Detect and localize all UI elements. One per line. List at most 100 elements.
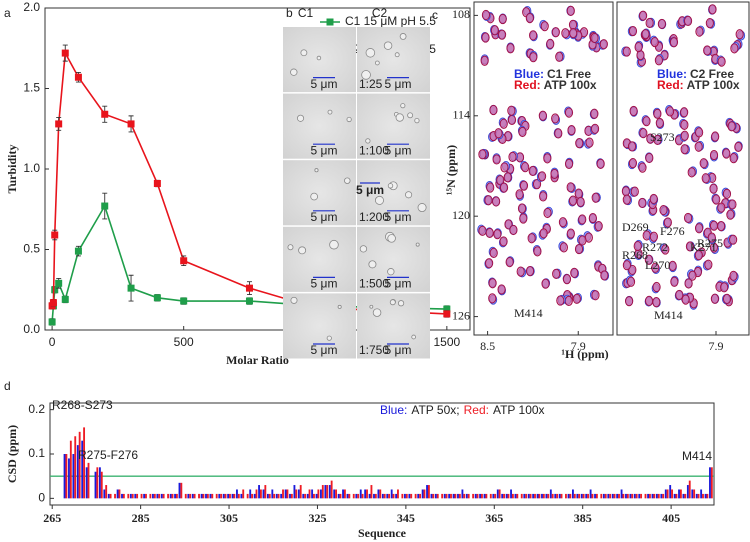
- peak-atp: [566, 182, 575, 193]
- bar: [299, 485, 302, 499]
- bar: [78, 431, 81, 499]
- peak-atp: [650, 36, 659, 48]
- plot-frame: [49, 402, 715, 506]
- droplet: [365, 138, 371, 144]
- peak-atp: [528, 165, 537, 177]
- x-tick-label: 500: [174, 335, 194, 349]
- x-tick-label: 345: [397, 511, 415, 525]
- marker: [51, 286, 59, 294]
- peak-atp: [708, 4, 717, 15]
- peak-atp: [533, 246, 542, 257]
- bar: [616, 493, 619, 499]
- bar: [237, 493, 240, 499]
- bar: [87, 462, 90, 499]
- peak-atp: [543, 153, 552, 164]
- bar: [483, 493, 486, 499]
- bar: [448, 493, 451, 499]
- peak-atp: [591, 290, 600, 301]
- bar: [432, 493, 435, 499]
- bar: [669, 485, 672, 499]
- bar: [240, 493, 243, 499]
- peak-atp: [705, 18, 714, 29]
- peak-atp: [492, 196, 501, 207]
- micrograph: [283, 226, 356, 292]
- bar: [162, 493, 165, 499]
- bar: [357, 493, 360, 499]
- peak-atp: [505, 257, 514, 268]
- bar: [295, 489, 298, 499]
- legend-prefix: Blue:: [657, 67, 687, 81]
- droplet: [368, 260, 377, 269]
- droplet: [316, 55, 322, 61]
- bar: [259, 489, 262, 499]
- bar: [682, 493, 685, 499]
- bar: [218, 493, 221, 499]
- peak-atp: [622, 194, 631, 205]
- residue-label: R268: [622, 248, 648, 262]
- droplet: [300, 49, 308, 57]
- legend-prefix: Red:: [464, 403, 489, 417]
- peak-atp: [694, 223, 704, 234]
- bar: [374, 493, 377, 499]
- bar: [709, 467, 711, 499]
- peak-atp: [649, 193, 658, 205]
- peak-atp: [729, 153, 738, 164]
- bar: [631, 493, 634, 499]
- bar: [72, 454, 75, 499]
- bar: [678, 489, 680, 499]
- bar: [534, 493, 536, 499]
- residue-label: M414: [654, 308, 683, 322]
- bar: [536, 493, 539, 499]
- bar: [644, 493, 647, 499]
- y-tick-label: 114: [452, 108, 470, 122]
- droplet: [414, 117, 420, 124]
- bar: [136, 493, 139, 499]
- y-tick-label: 120: [452, 208, 470, 222]
- bar: [220, 493, 223, 499]
- x-tick-label: 385: [574, 511, 592, 525]
- x-axis-label: Sequence: [358, 526, 407, 540]
- x-axis-label: Molar Ratio: [226, 353, 289, 367]
- bar: [549, 489, 552, 499]
- bar: [679, 489, 682, 499]
- bar: [386, 493, 389, 499]
- droplet: [394, 52, 400, 58]
- peak-atp: [652, 297, 661, 308]
- legend-prefix: Blue:: [514, 67, 544, 81]
- marker: [101, 202, 109, 210]
- peak-atp: [570, 267, 579, 278]
- bar: [401, 493, 404, 499]
- bar: [343, 489, 346, 499]
- bar: [359, 489, 362, 499]
- bar: [635, 493, 638, 499]
- peak-atp: [627, 141, 637, 152]
- peak-atp: [506, 43, 515, 54]
- residue-label: K271: [690, 240, 717, 254]
- x-tick-label: 285: [132, 511, 150, 525]
- peak-atp: [521, 162, 530, 173]
- bar: [405, 493, 408, 499]
- x-tick-label: 1500: [433, 335, 460, 349]
- bar: [620, 489, 623, 499]
- bar: [640, 493, 643, 499]
- peak-atp: [651, 262, 660, 273]
- peak-atp: [642, 116, 651, 127]
- droplet: [287, 244, 294, 251]
- bar: [673, 493, 676, 499]
- bar: [280, 493, 283, 499]
- y-axis-label: ¹⁵N (ppm): [444, 145, 458, 195]
- x-tick-label: 265: [43, 511, 61, 525]
- legend-label: C1 15 μM pH 5.5: [345, 14, 436, 28]
- bar: [611, 493, 614, 499]
- spectrum-legend: Blue: C2 Free: [657, 67, 734, 81]
- bar: [408, 493, 411, 499]
- micrograph: [357, 160, 430, 226]
- bar: [653, 493, 656, 499]
- bar: [410, 493, 413, 499]
- bar: [209, 493, 212, 499]
- marker: [61, 295, 69, 303]
- x-tick-label: 7.9: [571, 339, 586, 353]
- peak-atp: [727, 121, 736, 132]
- bar: [381, 493, 384, 499]
- bar: [445, 493, 448, 499]
